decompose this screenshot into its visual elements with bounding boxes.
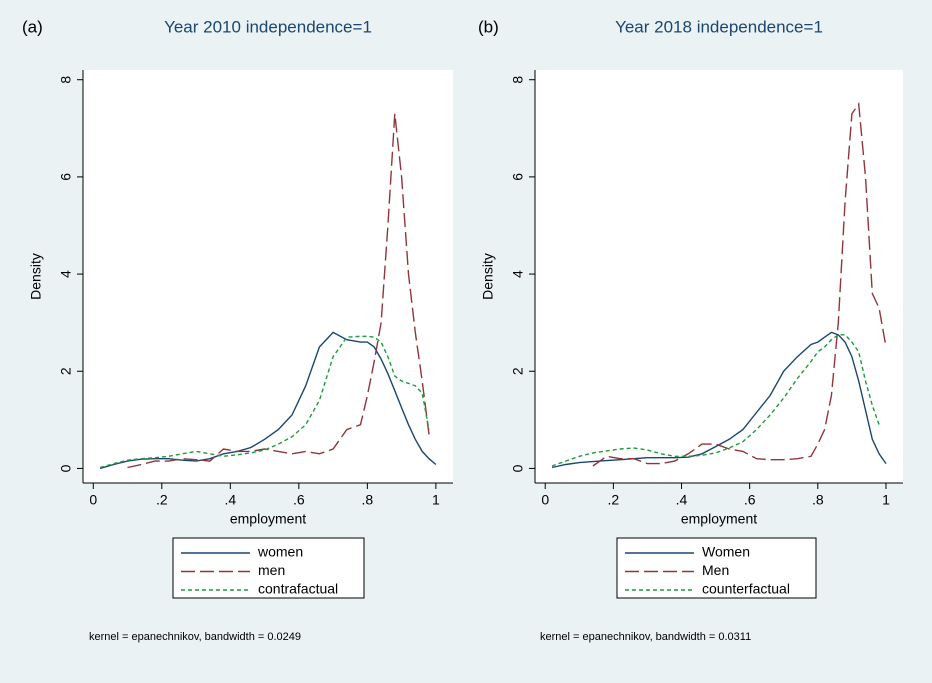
density-line	[99, 331, 437, 470]
y-tick-label: 4	[510, 270, 526, 278]
legend-label: Men	[702, 562, 729, 578]
x-tick-label: .4	[676, 492, 688, 508]
y-tick-label: 6	[58, 173, 74, 181]
panel-label: (a)	[22, 17, 43, 36]
x-tick-label: 1	[432, 492, 440, 508]
x-axis-label: employment	[681, 511, 757, 527]
panel-label: (b)	[478, 17, 499, 36]
x-tick-label: 0	[89, 492, 97, 508]
density-line	[551, 334, 880, 467]
density-line	[592, 102, 887, 467]
legend-label: women	[257, 544, 303, 560]
y-tick-label: 8	[58, 76, 74, 84]
x-tick-label: .6	[744, 492, 756, 508]
y-axis-label: Density	[28, 253, 44, 300]
x-axis-label: employment	[230, 511, 306, 527]
legend-label: men	[258, 562, 285, 578]
legend-box	[172, 537, 365, 599]
chart-title: Year 2018 independence=1	[615, 17, 823, 36]
y-axis-label: Density	[480, 253, 496, 300]
x-tick-label: .8	[812, 492, 824, 508]
y-tick-label: 6	[510, 173, 526, 181]
x-tick-label: .4	[224, 492, 236, 508]
x-tick-label: .2	[156, 492, 168, 508]
legend-box	[616, 537, 817, 599]
y-tick-label: 2	[58, 367, 74, 375]
y-tick-label: 4	[58, 270, 74, 278]
note: kernel = epanechnikov, bandwidth = 0.024…	[89, 631, 301, 643]
chart-title: Year 2010 independence=1	[164, 17, 372, 36]
density-line	[551, 331, 887, 469]
x-tick-label: .8	[362, 492, 374, 508]
density-line	[127, 113, 430, 469]
legend-label: counterfactual	[702, 581, 790, 597]
density-line	[99, 335, 430, 469]
y-tick-label: 8	[510, 76, 526, 84]
y-tick-label: 0	[58, 464, 74, 472]
x-tick-label: 1	[882, 492, 890, 508]
x-tick-label: .2	[608, 492, 620, 508]
plot-area	[535, 70, 903, 483]
y-tick-label: 0	[510, 464, 526, 472]
y-tick-label: 2	[510, 367, 526, 375]
legend-label: contrafactual	[258, 581, 338, 597]
plot-area	[83, 70, 453, 483]
legend-label: Women	[702, 544, 750, 560]
note: kernel = epanechnikov, bandwidth = 0.031…	[540, 631, 751, 643]
x-tick-label: 0	[541, 492, 549, 508]
x-tick-label: .6	[293, 492, 305, 508]
